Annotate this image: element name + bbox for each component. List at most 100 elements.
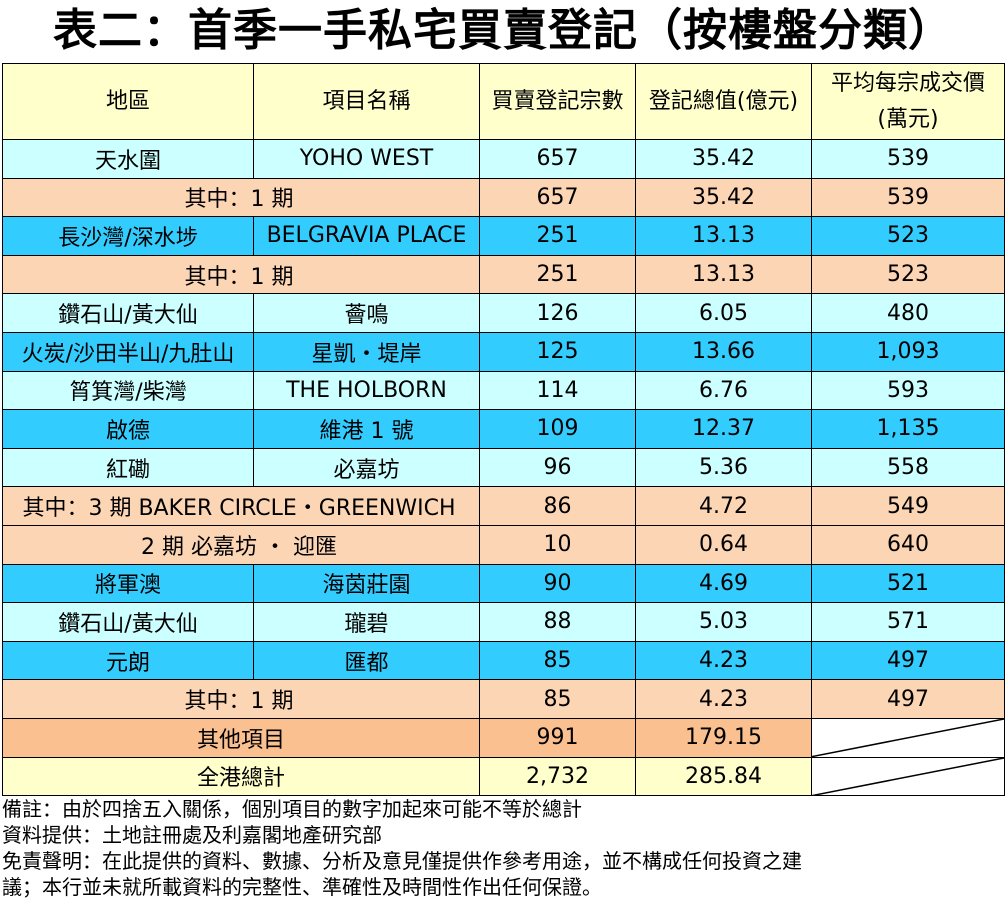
avg-cell: 523 — [811, 216, 1005, 256]
project-cell: 必嘉坊 — [253, 447, 480, 488]
value-cell: 4.69 — [635, 563, 812, 604]
value-cell: 4.72 — [635, 486, 812, 526]
diagonal-line — [812, 758, 1004, 796]
table-row: 元朗 匯都 85 4.23 497 — [2, 640, 1005, 681]
avg-cell: 539 — [811, 139, 1005, 179]
table-subrow: 其中：1 期 657 35.42 539 — [2, 177, 1005, 218]
value-cell: 35.42 — [635, 177, 812, 218]
project-cell: 瓏碧 — [253, 602, 480, 642]
count-cell: 96 — [479, 447, 636, 488]
header-count: 買賣登記宗數 — [479, 63, 636, 140]
project-cell: THE HOLBORN — [253, 370, 480, 411]
note-remark: 備註：由於四捨五入關係，個別項目的數字加起來可能不等於總計 — [2, 797, 582, 821]
table-row: 長沙灣/深水埗 BELGRAVIA PLACE 251 13.13 523 — [2, 216, 1005, 256]
district-cell: 將軍澳 — [2, 563, 254, 604]
table-row: 紅磡 必嘉坊 96 5.36 558 — [2, 447, 1005, 488]
others-row: 其他項目 991 179.15 — [2, 717, 1005, 758]
count-cell: 88 — [479, 602, 636, 642]
avg-cell: 497 — [811, 640, 1005, 681]
count-cell: 109 — [479, 409, 636, 449]
value-cell: 0.64 — [635, 524, 812, 565]
value-cell: 12.37 — [635, 409, 812, 449]
count-cell: 991 — [479, 717, 636, 758]
note-disclaimer-2: 議；本行並未就所載資料的完整性、準確性及時間性作出任何保證。 — [2, 875, 602, 899]
phase-cell: 其中：3 期 BAKER CIRCLE・GREENWICH — [2, 486, 480, 526]
count-cell: 85 — [479, 640, 636, 681]
note-disclaimer-1: 免責聲明：在此提供的資料、數據、分析及意見僅提供作參考用途，並不構成任何投資之建 — [2, 849, 802, 873]
value-cell: 4.23 — [635, 640, 812, 681]
count-cell: 114 — [479, 370, 636, 411]
phase-cell: 其中：1 期 — [2, 177, 480, 218]
avg-cell: 497 — [811, 679, 1005, 719]
avg-cell: 558 — [811, 447, 1005, 488]
count-cell: 86 — [479, 486, 636, 526]
avg-cell: 549 — [811, 486, 1005, 526]
total-label: 全港總計 — [2, 756, 480, 797]
value-cell: 6.76 — [635, 370, 812, 411]
district-cell: 紅磡 — [2, 447, 254, 488]
header-value: 登記總值(億元) — [635, 63, 812, 140]
count-cell: 10 — [479, 524, 636, 565]
count-cell: 125 — [479, 331, 636, 372]
avg-cell: 539 — [811, 177, 1005, 218]
diagonal-line — [812, 719, 1004, 757]
avg-cell: 523 — [811, 254, 1005, 295]
district-cell: 天水圍 — [2, 139, 254, 179]
value-cell: 13.66 — [635, 331, 812, 372]
phase-cell: 其中：1 期 — [2, 679, 480, 719]
table-row: 天水圍 YOHO WEST 657 35.42 539 — [2, 139, 1005, 179]
table-row: 將軍澳 海茵莊園 90 4.69 521 — [2, 563, 1005, 604]
header-avg-line1: 平均每宗成交價 — [830, 70, 985, 96]
sales-table: 地區 項目名稱 買賣登記宗數 登記總值(億元) 平均每宗成交價 (萬元) 天水圍 … — [2, 63, 1005, 797]
district-cell: 元朗 — [2, 640, 254, 681]
header-avg-line2: (萬元) — [877, 106, 939, 132]
note-source: 資料提供：土地註冊處及利嘉閣地產研究部 — [2, 823, 382, 847]
avg-cell: 593 — [811, 370, 1005, 411]
district-cell: 火炭/沙田半山/九肚山 — [2, 331, 254, 372]
value-cell: 5.36 — [635, 447, 812, 488]
district-cell: 鑽石山/黃大仙 — [2, 602, 254, 642]
table-row: 啟德 維港 1 號 109 12.37 1,135 — [2, 409, 1005, 449]
avg-cell: 1,135 — [811, 409, 1005, 449]
district-cell: 長沙灣/深水埗 — [2, 216, 254, 256]
district-cell: 鑽石山/黃大仙 — [2, 293, 254, 333]
table-subrow: 其中：1 期 85 4.23 497 — [2, 679, 1005, 719]
empty-diagonal-cell — [811, 756, 1005, 797]
phase-cell: 2 期 必嘉坊 ・ 迎匯 — [2, 524, 480, 565]
page-title: 表二：首季一手私宅買賣登記（按樓盤分類） — [53, 5, 953, 56]
project-cell: 海茵莊園 — [253, 563, 480, 604]
value-cell: 5.03 — [635, 602, 812, 642]
avg-cell: 521 — [811, 563, 1005, 604]
district-cell: 啟德 — [2, 409, 254, 449]
table-subrow: 其中：1 期 251 13.13 523 — [2, 254, 1005, 295]
empty-diagonal-cell — [811, 717, 1005, 758]
avg-cell: 1,093 — [811, 331, 1005, 372]
value-cell: 35.42 — [635, 139, 812, 179]
total-row: 全港總計 2,732 285.84 — [2, 756, 1005, 797]
table-row: 筲箕灣/柴灣 THE HOLBORN 114 6.76 593 — [2, 370, 1005, 411]
phase-cell: 其中：1 期 — [2, 254, 480, 295]
table-row: 鑽石山/黃大仙 薈鳴 126 6.05 480 — [2, 293, 1005, 333]
count-cell: 251 — [479, 216, 636, 256]
project-cell: 星凱・堤岸 — [253, 331, 480, 372]
header-avg: 平均每宗成交價 (萬元) — [811, 63, 1005, 140]
avg-cell: 571 — [811, 602, 1005, 642]
table-subrow: 其中：3 期 BAKER CIRCLE・GREENWICH 86 4.72 54… — [2, 486, 1005, 526]
count-cell: 2,732 — [479, 756, 636, 797]
project-cell: YOHO WEST — [253, 139, 480, 179]
project-cell: 維港 1 號 — [253, 409, 480, 449]
count-cell: 90 — [479, 563, 636, 604]
value-cell: 6.05 — [635, 293, 812, 333]
district-cell: 筲箕灣/柴灣 — [2, 370, 254, 411]
value-cell: 285.84 — [635, 756, 812, 797]
value-cell: 4.23 — [635, 679, 812, 719]
table-header-row: 地區 項目名稱 買賣登記宗數 登記總值(億元) 平均每宗成交價 (萬元) — [2, 63, 1005, 140]
header-district: 地區 — [2, 63, 254, 140]
project-cell: BELGRAVIA PLACE — [253, 216, 480, 256]
value-cell: 13.13 — [635, 216, 812, 256]
avg-cell: 480 — [811, 293, 1005, 333]
count-cell: 85 — [479, 679, 636, 719]
others-label: 其他項目 — [2, 717, 480, 758]
project-cell: 匯都 — [253, 640, 480, 681]
value-cell: 179.15 — [635, 717, 812, 758]
